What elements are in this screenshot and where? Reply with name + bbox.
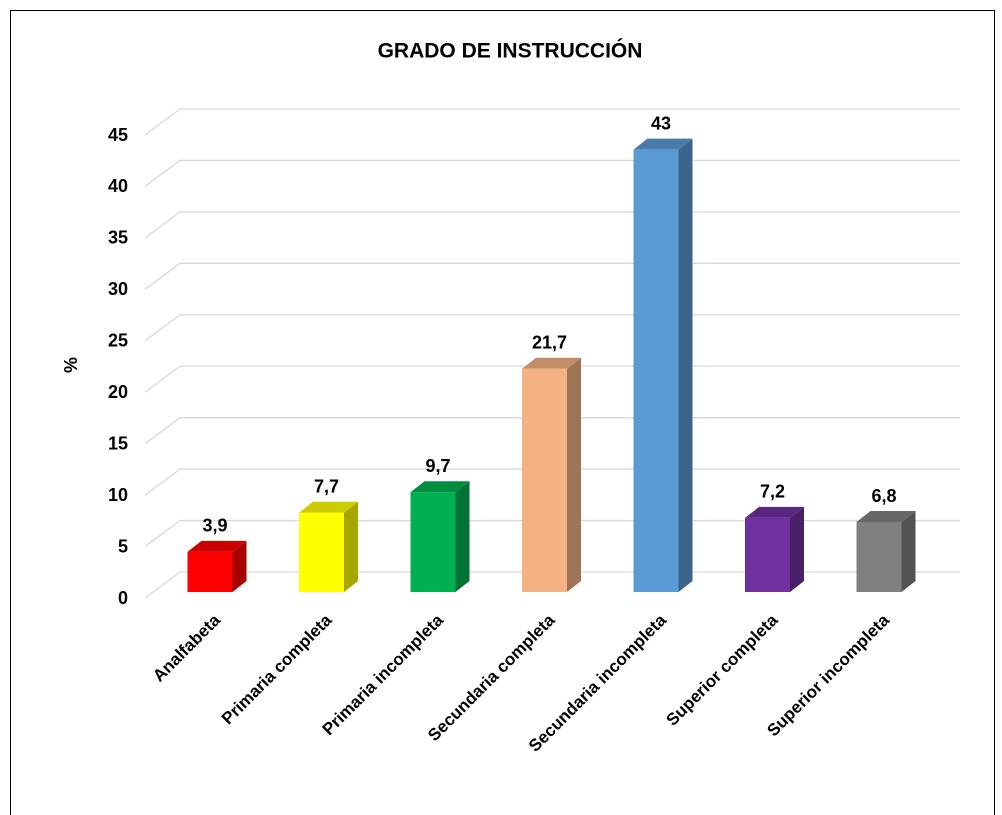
value-label: 21,7 bbox=[532, 332, 567, 352]
value-label: 7,2 bbox=[760, 482, 785, 502]
grid-line bbox=[144, 314, 960, 342]
y-tick-label: 25 bbox=[108, 331, 128, 351]
bar bbox=[522, 357, 581, 592]
grid-line bbox=[144, 519, 960, 548]
y-tick-label: 10 bbox=[108, 485, 128, 505]
grid-line bbox=[144, 571, 960, 599]
bar-top bbox=[522, 357, 581, 369]
bar-side bbox=[232, 540, 247, 592]
grid-line bbox=[144, 159, 960, 187]
bar-front bbox=[745, 517, 790, 592]
y-tick-label: 45 bbox=[108, 125, 128, 145]
bar-side bbox=[455, 481, 470, 592]
bar-top bbox=[299, 501, 358, 513]
bar-front bbox=[299, 512, 344, 592]
y-tick-label: 40 bbox=[108, 176, 128, 196]
grid-line bbox=[144, 262, 960, 290]
grid-line bbox=[144, 417, 960, 445]
bar-top bbox=[745, 506, 804, 518]
bar-front bbox=[522, 368, 567, 592]
bar-top bbox=[856, 511, 916, 523]
bar bbox=[856, 511, 916, 592]
bar-front bbox=[187, 551, 233, 592]
bar-side bbox=[567, 357, 581, 592]
bar-side bbox=[678, 138, 693, 593]
y-tick-label: 20 bbox=[108, 382, 128, 402]
bar bbox=[299, 501, 358, 592]
bar-front bbox=[410, 492, 456, 592]
grid-line bbox=[144, 365, 960, 393]
value-label: 3,9 bbox=[202, 516, 227, 536]
bar-front bbox=[856, 522, 902, 592]
value-label: 43 bbox=[651, 113, 671, 133]
grid-line bbox=[144, 211, 960, 239]
bar bbox=[745, 506, 804, 592]
y-tick-label: 5 bbox=[118, 536, 128, 556]
bar-top bbox=[633, 138, 693, 150]
bar-top bbox=[410, 481, 470, 493]
bar bbox=[187, 540, 247, 592]
y-axis-label: % bbox=[61, 357, 81, 373]
bar-front bbox=[633, 149, 679, 593]
bar bbox=[410, 481, 470, 592]
y-tick-label: 30 bbox=[108, 279, 128, 299]
grid-line bbox=[144, 468, 960, 496]
y-tick-label: 35 bbox=[108, 228, 128, 248]
value-label: 9,7 bbox=[425, 456, 450, 476]
value-label: 7,7 bbox=[314, 477, 339, 497]
bar-side bbox=[901, 511, 916, 592]
bar-side bbox=[344, 501, 358, 592]
value-label: 6,8 bbox=[871, 486, 896, 506]
bar-top bbox=[187, 540, 247, 552]
bar bbox=[633, 138, 693, 593]
y-tick-label: 15 bbox=[108, 433, 128, 453]
chart-title: GRADO DE INSTRUCCIÓN bbox=[378, 39, 643, 63]
bar-side bbox=[790, 506, 804, 592]
y-tick-label: 0 bbox=[118, 588, 128, 608]
chart-border bbox=[10, 10, 995, 815]
grid-line bbox=[144, 108, 960, 136]
